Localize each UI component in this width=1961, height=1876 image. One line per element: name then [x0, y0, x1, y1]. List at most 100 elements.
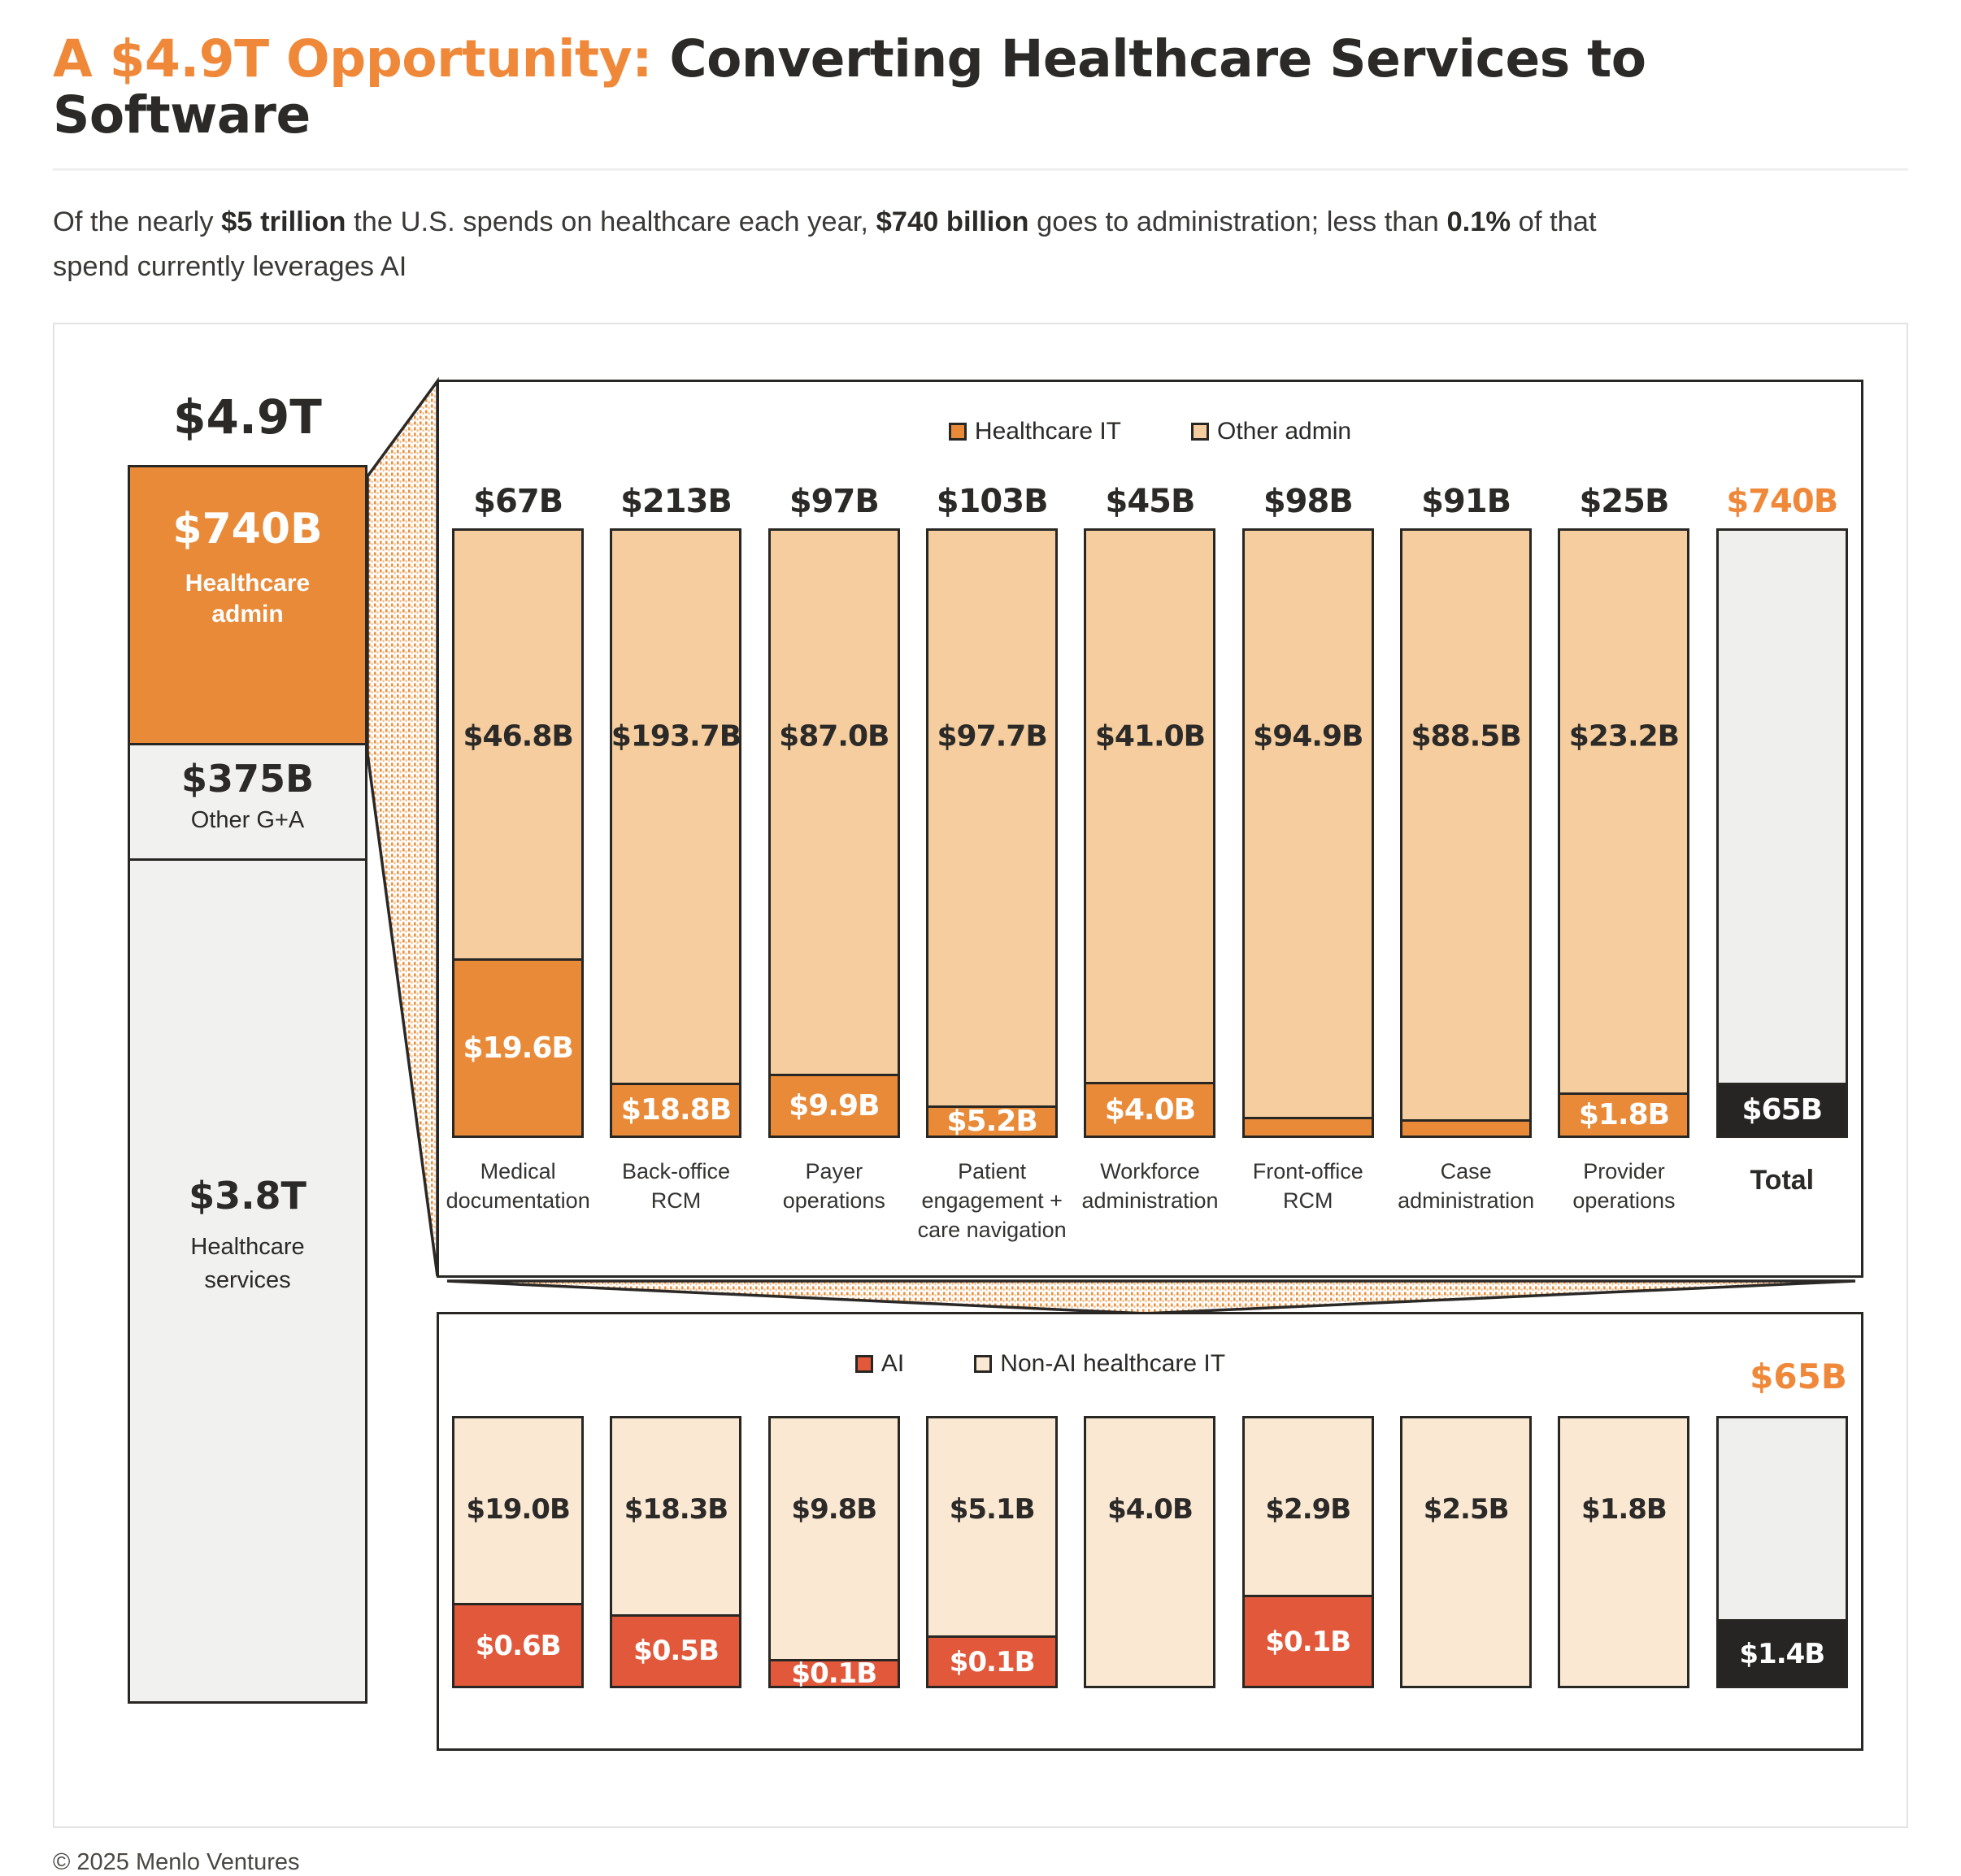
segment-value: $3.8T	[189, 1174, 307, 1218]
healthcare-it-total-segment: $65B	[1718, 1082, 1846, 1136]
admin-spend-panel: Healthcare IT Other admin $67B $46.8B $19.…	[437, 380, 1863, 1279]
top-panel-legend: Healthcare IT Other admin	[439, 418, 1861, 445]
ai-value: $0.6B	[475, 1629, 562, 1662]
bar-total-label: $213B	[620, 483, 733, 521]
healthcare-it-value: $4.0B	[1104, 1092, 1196, 1127]
legend-label: AI	[880, 1350, 905, 1378]
category-label: Total	[1750, 1165, 1815, 1196]
bar-total-label: $103B	[936, 483, 1049, 521]
segment-label: Healthcare services	[190, 1234, 305, 1293]
category-label: Back-office RCM	[621, 1159, 731, 1213]
page-title-main: Converting Healthcare Services to Softwa…	[53, 29, 1646, 145]
it-category-bar: $5.1B $0.1B	[926, 1416, 1059, 1689]
category-label: Payer operations	[782, 1159, 885, 1213]
segment-healthcare-admin: $740B Healthcare admin	[128, 465, 367, 746]
ai-total-segment: $1.4B	[1718, 1619, 1846, 1687]
top-chart-total-column: $740B $65B Total	[1703, 483, 1861, 1244]
healthcare-it-value: $65B	[1741, 1093, 1823, 1127]
segment-label: Other G+A	[190, 807, 305, 834]
healthcare-it-segment: $18.8B	[612, 1082, 740, 1136]
healthcare-it-segment: $9.9B	[770, 1074, 898, 1136]
non-ai-value: $2.9B	[1265, 1493, 1351, 1526]
ai-segment: $0.1B	[770, 1659, 898, 1687]
ai-total-bar: $1.4B	[1715, 1416, 1848, 1689]
non-ai-value: $2.5B	[1423, 1493, 1510, 1526]
it-category-bar: $1.8B	[1558, 1416, 1690, 1689]
healthcare-it-value: $19.6B	[463, 1031, 574, 1065]
other-admin-value: $23.2B	[1568, 719, 1680, 753]
healthcare-it-segment: $1.8B	[1560, 1092, 1688, 1136]
ai-segment: $0.1B	[928, 1635, 1056, 1687]
ai-value: $0.5B	[633, 1635, 720, 1668]
top-chart-column: $103B $97.7B $5.2B Patient engagement + car…	[913, 483, 1071, 1244]
ai-segment: $0.6B	[454, 1603, 582, 1687]
it-category-bar: $19.0B $0.6B	[452, 1416, 585, 1689]
segment-value: $740B	[172, 505, 323, 554]
healthcare-it-segment: $4.0B	[1086, 1082, 1214, 1136]
page-title-accent: A $4.9T Opportunity:	[53, 29, 652, 89]
category-label: Case administration	[1398, 1159, 1535, 1213]
total-spend-label: $4.9T	[173, 389, 322, 445]
healthcare-it-value: $9.9B	[789, 1088, 880, 1123]
it-category-bar: $2.5B	[1400, 1416, 1533, 1689]
bottom-chart-column: $9.8B $0.1B	[755, 1416, 913, 1689]
it-total-callout: $65B	[1750, 1357, 1847, 1397]
category-bar: $46.8B $19.6B	[452, 528, 585, 1139]
figure-container: $4.9T $740B Healthcare admin $375B Other…	[53, 323, 1908, 1829]
non-ai-value: $4.0B	[1107, 1493, 1194, 1526]
bottom-chart-columns: $19.0B $0.6B $18.3B $0.5B $9.8B $0.1B $5.1B $0.…	[439, 1416, 1861, 1689]
category-label: Front-office RCM	[1252, 1159, 1363, 1213]
bar-total-label: $25B	[1579, 483, 1669, 521]
us-healthcare-spend-bar: $4.9T $740B Healthcare admin $375B Other…	[128, 389, 367, 1704]
bottom-chart-column: $2.5B	[1387, 1416, 1545, 1689]
ai-value: $0.1B	[1265, 1625, 1351, 1658]
segment-other-ga: $375B Other G+A	[128, 743, 367, 862]
segment-healthcare-services: $3.8T Healthcare services	[128, 858, 367, 1704]
subtitle-bold-pct: 0.1%	[1446, 206, 1511, 237]
category-bar: $94.9B	[1241, 528, 1374, 1139]
bar-total-label: $97B	[789, 483, 880, 521]
healthcare-it-segment	[1244, 1116, 1372, 1136]
healthcare-it-segment	[1402, 1119, 1530, 1136]
subtitle-text: of that spend currently leverages AI	[53, 206, 1597, 283]
healthcare-it-segment: $5.2B	[928, 1105, 1056, 1139]
legend-item-non-ai: Non-AI healthcare IT	[974, 1350, 1225, 1378]
legend-label: Other admin	[1217, 418, 1352, 445]
legend-item-other-admin: Other admin	[1191, 418, 1351, 445]
it-category-bar: $18.3B $0.5B	[610, 1416, 742, 1689]
other-admin-value: $41.0B	[1094, 719, 1206, 753]
non-ai-value: $19.0B	[466, 1493, 570, 1526]
other-admin-value: $46.8B	[463, 719, 574, 753]
category-bar: $97.7B $5.2B	[926, 528, 1059, 1139]
non-ai-swatch-icon	[974, 1355, 993, 1374]
top-chart-column: $97B $87.0B $9.9B Payer operations	[755, 483, 913, 1244]
bar-total-label: $45B	[1105, 483, 1195, 521]
total-bar: $65B	[1715, 528, 1848, 1139]
bottom-panel-legend: AI Non-AI healthcare IT	[329, 1350, 1751, 1378]
it-category-bar: $9.8B $0.1B	[767, 1416, 900, 1689]
subtitle-bold-5-trillion: $5 trillion	[221, 206, 346, 237]
bar-total-label: $67B	[473, 483, 563, 521]
category-label: Medical documentation	[446, 1159, 590, 1213]
stacked-bar: $740B Healthcare admin $375B Other G+A $…	[128, 465, 367, 1704]
subtitle: Of the nearly $5 trillion the U.S. spend…	[53, 200, 1671, 291]
category-label: Provider operations	[1572, 1159, 1676, 1213]
legend-item-ai: AI	[854, 1350, 905, 1378]
top-chart-column: $25B $23.2B $1.8B Provider operations	[1545, 483, 1702, 1244]
other-admin-value: $97.7B	[937, 719, 1047, 753]
category-bar: $88.5B	[1400, 528, 1533, 1139]
bottom-chart-column: $1.8B	[1545, 1416, 1702, 1689]
non-ai-value: $5.1B	[949, 1493, 1036, 1526]
ai-spend-panel: AI Non-AI healthcare IT $65B $19.0B $0.6B…	[437, 1312, 1863, 1752]
healthcare-it-swatch-icon	[948, 423, 967, 441]
subtitle-text: the U.S. spends on healthcare each year,	[346, 206, 876, 237]
subtitle-bold-740-billion: $740 billion	[876, 206, 1029, 237]
segment-label: Healthcare admin	[185, 570, 311, 628]
bottom-chart-column: $19.0B $0.6B	[439, 1416, 597, 1689]
healthcare-it-segment: $19.6B	[454, 958, 582, 1136]
bottom-chart-total-column: $1.4B	[1703, 1416, 1861, 1689]
ai-value: $1.4B	[1739, 1637, 1825, 1670]
healthcare-it-value: $5.2B	[946, 1105, 1038, 1139]
funnel-left-icon	[366, 377, 439, 1277]
legend-label: Healthcare IT	[974, 418, 1121, 445]
